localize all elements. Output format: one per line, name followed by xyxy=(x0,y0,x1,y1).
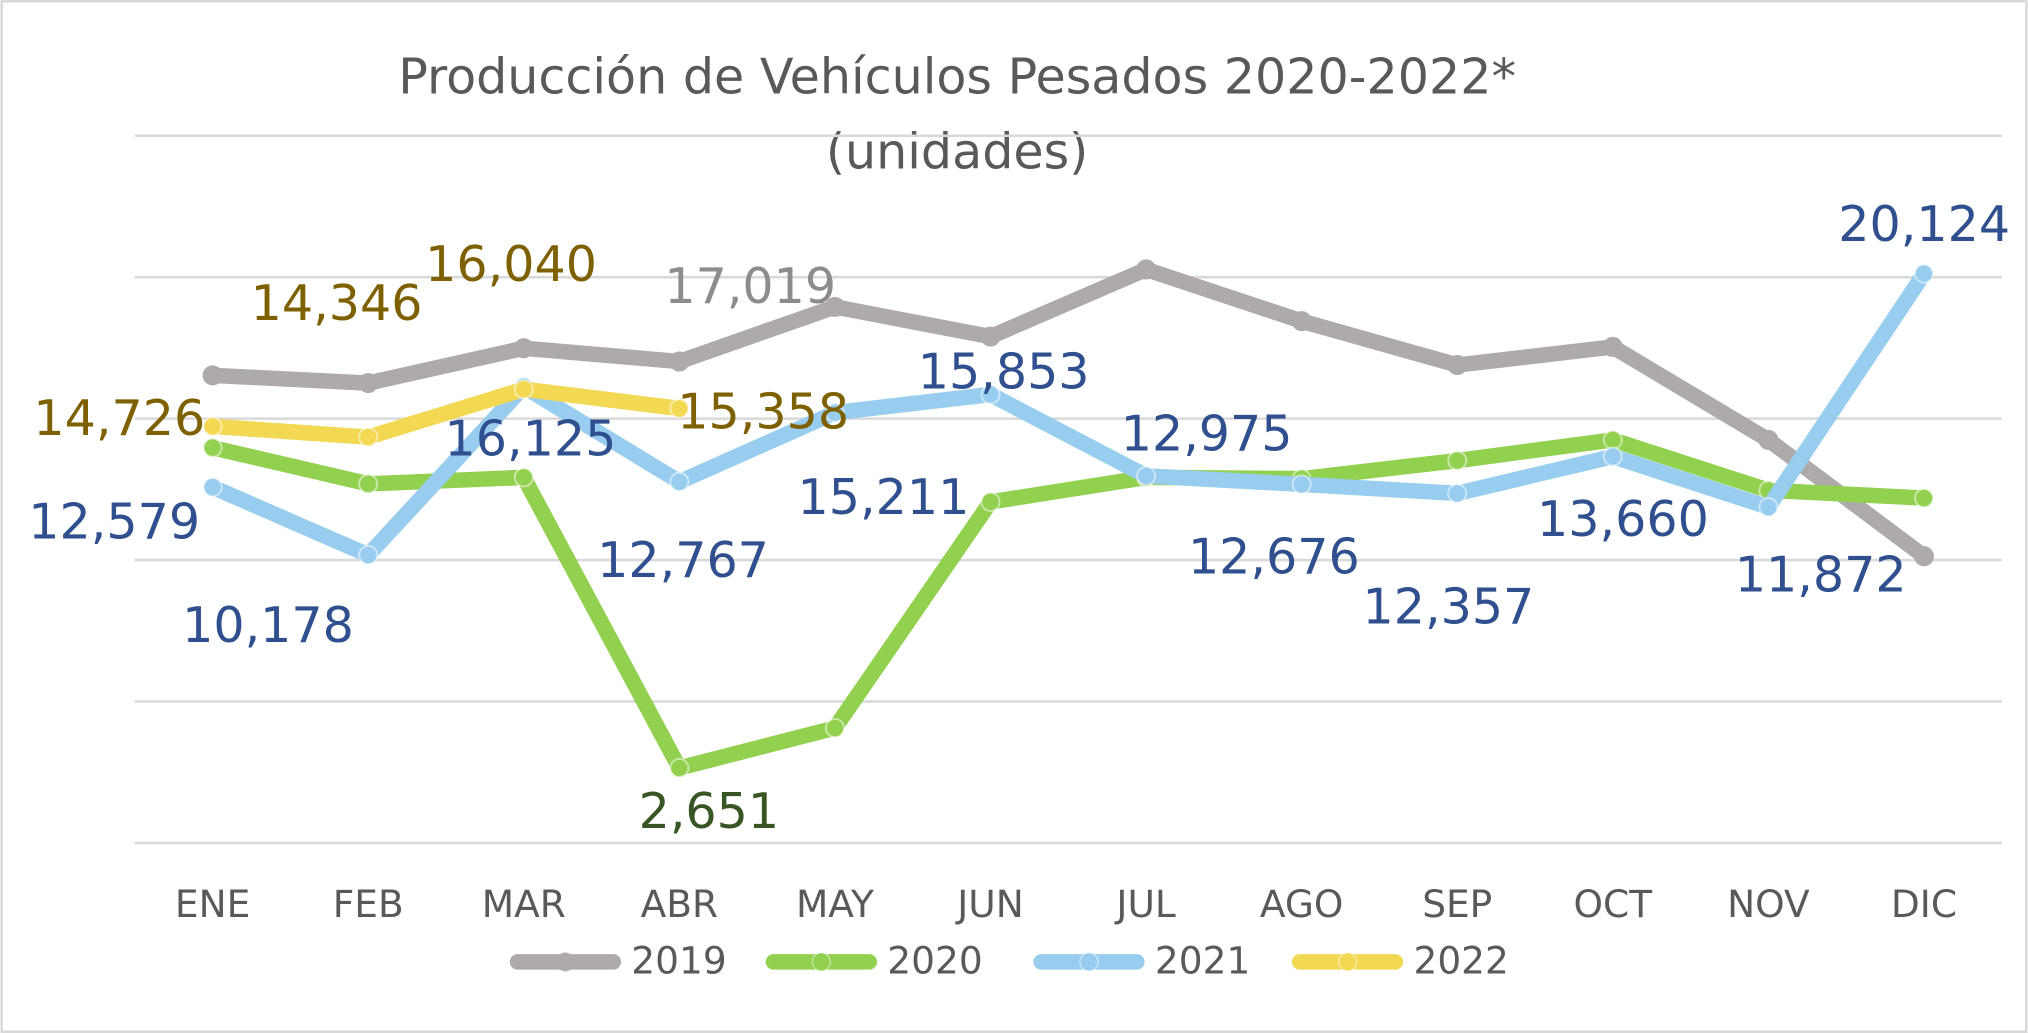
x-tick-label: FEB xyxy=(333,882,404,926)
chart-title: Producción de Vehículos Pesados 2020-202… xyxy=(398,48,1516,106)
data-point xyxy=(358,545,379,566)
data-label: 2,651 xyxy=(639,782,780,840)
series-line xyxy=(210,432,1925,776)
x-tick-label: ENE xyxy=(175,882,250,926)
data-point xyxy=(1602,336,1623,357)
x-tick-label: JUN xyxy=(955,882,1024,926)
x-tick-label: MAR xyxy=(482,882,566,926)
data-point xyxy=(202,437,223,458)
data-point xyxy=(1291,474,1312,495)
data-point xyxy=(1291,311,1312,332)
data-label: 16,040 xyxy=(425,235,597,293)
series-line xyxy=(209,269,1931,563)
data-label: 15,853 xyxy=(918,342,1090,400)
data-point xyxy=(824,402,845,423)
data-label: 12,975 xyxy=(1121,404,1293,462)
x-tick-label: DIC xyxy=(1891,882,1957,926)
data-point xyxy=(1913,546,1934,567)
data-point xyxy=(1447,450,1468,471)
data-point xyxy=(513,379,534,400)
legend-label: 2021 xyxy=(1155,939,1250,983)
data-point xyxy=(513,338,534,359)
x-tick-label: JUL xyxy=(1114,882,1175,926)
data-label: 16,125 xyxy=(445,410,617,468)
legend-label: 2020 xyxy=(887,939,982,983)
data-label: 15,358 xyxy=(677,383,849,441)
data-point xyxy=(1136,465,1157,486)
x-tick-label: NOV xyxy=(1727,882,1810,926)
data-point xyxy=(1447,483,1468,504)
data-label: 12,676 xyxy=(1188,527,1360,585)
legend-marker xyxy=(1079,952,1099,972)
x-tick-label: AGO xyxy=(1260,882,1344,926)
data-point xyxy=(358,427,379,448)
data-point xyxy=(202,365,223,386)
data-label: 15,211 xyxy=(797,468,969,526)
legend-marker xyxy=(811,952,832,972)
x-tick-label: OCT xyxy=(1574,882,1653,926)
data-point xyxy=(980,491,1001,512)
data-point xyxy=(1913,263,1934,284)
series-line xyxy=(212,261,1929,563)
data-label: 14,726 xyxy=(33,389,205,447)
data-point xyxy=(669,351,690,372)
data-point xyxy=(1913,488,1934,509)
data-label: 12,579 xyxy=(28,492,200,550)
legend-marker xyxy=(555,952,576,972)
data-point xyxy=(980,384,1001,405)
chart-subtitle: (unidades) xyxy=(826,123,1088,181)
data-point xyxy=(824,717,845,739)
data-label: 20,124 xyxy=(1838,195,2010,253)
data-point xyxy=(202,477,223,498)
data-point xyxy=(1447,355,1468,376)
data-label: 12,357 xyxy=(1362,578,1534,636)
data-point xyxy=(202,416,223,437)
legend-label: 2019 xyxy=(631,939,726,983)
data-label: 13,660 xyxy=(1537,490,1709,548)
data-point xyxy=(980,326,1001,347)
data-point xyxy=(358,473,379,494)
data-point xyxy=(1136,259,1157,280)
data-label: 17,019 xyxy=(664,257,836,315)
legend-label: 2022 xyxy=(1413,939,1508,983)
x-tick-label: ABR xyxy=(641,882,718,926)
legend-marker xyxy=(1337,952,1358,972)
data-label: 12,767 xyxy=(597,531,769,589)
data-point xyxy=(669,471,690,492)
data-label: 10,178 xyxy=(182,596,354,654)
series-line xyxy=(212,381,681,445)
data-point xyxy=(358,373,379,394)
data-label: 14,346 xyxy=(251,274,423,332)
data-label: 11,872 xyxy=(1735,545,1907,603)
data-point xyxy=(824,296,845,317)
x-tick-label: SEP xyxy=(1422,882,1492,926)
data-point xyxy=(1758,429,1779,450)
data-point xyxy=(669,757,690,778)
x-tick-label: MAY xyxy=(796,882,874,926)
data-point xyxy=(1758,497,1779,518)
data-point xyxy=(513,467,534,488)
data-point xyxy=(669,398,690,419)
data-point xyxy=(1602,429,1623,450)
data-point xyxy=(1602,446,1623,467)
